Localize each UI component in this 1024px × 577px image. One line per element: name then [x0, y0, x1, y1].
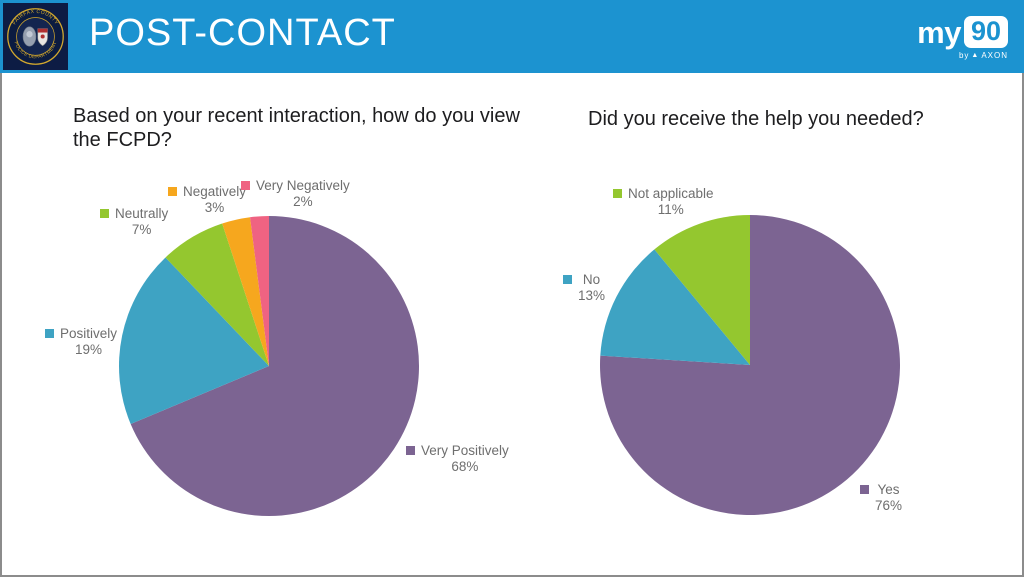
pie-label-neutrally: Neutrally 7% — [100, 206, 168, 238]
byline-brand: AXON — [981, 51, 1008, 60]
pie-label-value: 3% — [204, 200, 225, 216]
pie-label-positively: Positively 19% — [45, 326, 117, 358]
pie-label-negatively: Negatively 3% — [168, 184, 246, 216]
pie-label-yes: Yes 76% — [860, 482, 902, 514]
pie-label-value: 7% — [131, 222, 152, 238]
pie-label-category: Neutrally — [115, 206, 169, 221]
pie-label-category: Yes — [877, 482, 900, 497]
pie-label-value: 68% — [451, 459, 479, 475]
pie-slice-very-positively — [130, 216, 420, 516]
axon-delta-icon: ▲ — [971, 52, 980, 59]
pie-label-value: 13% — [578, 288, 606, 304]
chart-title-fcpd-view: Based on your recent interaction, how do… — [73, 105, 520, 152]
pie-slice-negatively — [222, 217, 269, 366]
pie-label-category: Very Negatively — [256, 178, 350, 193]
pie-label-category: Positively — [60, 326, 118, 341]
pie-label-category: Not applicable — [628, 186, 714, 201]
pie-label-very-negatively: Very Negatively 2% — [241, 178, 350, 210]
slide-border-left — [0, 73, 2, 577]
pie-chart-help-needed — [600, 215, 901, 515]
legend-swatch — [45, 329, 54, 338]
pie-label-value: 19% — [75, 342, 103, 358]
header-bar: FAIRFAX COUNTY POLICE DEPARTMENT POST-CO… — [0, 0, 1024, 73]
pie-slice-very-negatively — [250, 216, 269, 366]
pie-label-no: No 13% — [563, 272, 605, 304]
pie-label-value: 76% — [875, 498, 903, 514]
pie-label-category: Very Positively — [421, 443, 509, 458]
pie-slice-not-applicable — [654, 215, 750, 365]
pie-slice-neutrally — [165, 223, 269, 366]
pie-slice-yes — [600, 215, 901, 515]
slide-border-right — [1022, 73, 1024, 577]
my90-logo: my 90 by ▲ AXON — [917, 16, 1008, 60]
pie-label-value: 11% — [657, 202, 684, 218]
legend-swatch — [168, 187, 177, 196]
legend-swatch — [241, 181, 250, 190]
pie-label-category: Negatively — [183, 184, 247, 199]
pie-chart-fcpd-view — [119, 216, 420, 516]
pie-slice-no — [600, 249, 750, 365]
pie-label-not-applicable: Not applicable 11% — [613, 186, 714, 218]
axon-byline: by ▲ AXON — [959, 51, 1008, 60]
fcpd-seal-icon: FAIRFAX COUNTY POLICE DEPARTMENT — [6, 7, 65, 66]
byline-text: by — [958, 51, 970, 60]
my90-logo-suffix: 90 — [963, 16, 1008, 48]
pie-label-value: 2% — [293, 194, 313, 210]
chart-title-help-needed: Did you receive the help you needed? — [588, 108, 924, 130]
legend-swatch — [563, 275, 572, 284]
pie-slice-positively — [119, 257, 269, 424]
pie-label-category: No — [582, 272, 601, 287]
slide-border-bottom — [0, 575, 1024, 577]
pie-label-very-positively: Very Positively 68% — [406, 443, 509, 475]
legend-swatch — [860, 485, 869, 494]
page-title: POST-CONTACT — [89, 12, 396, 54]
department-seal: FAIRFAX COUNTY POLICE DEPARTMENT — [3, 3, 68, 70]
my90-logo-prefix: my — [917, 14, 961, 50]
legend-swatch — [406, 446, 415, 455]
legend-swatch — [100, 209, 109, 218]
legend-swatch — [613, 189, 622, 198]
